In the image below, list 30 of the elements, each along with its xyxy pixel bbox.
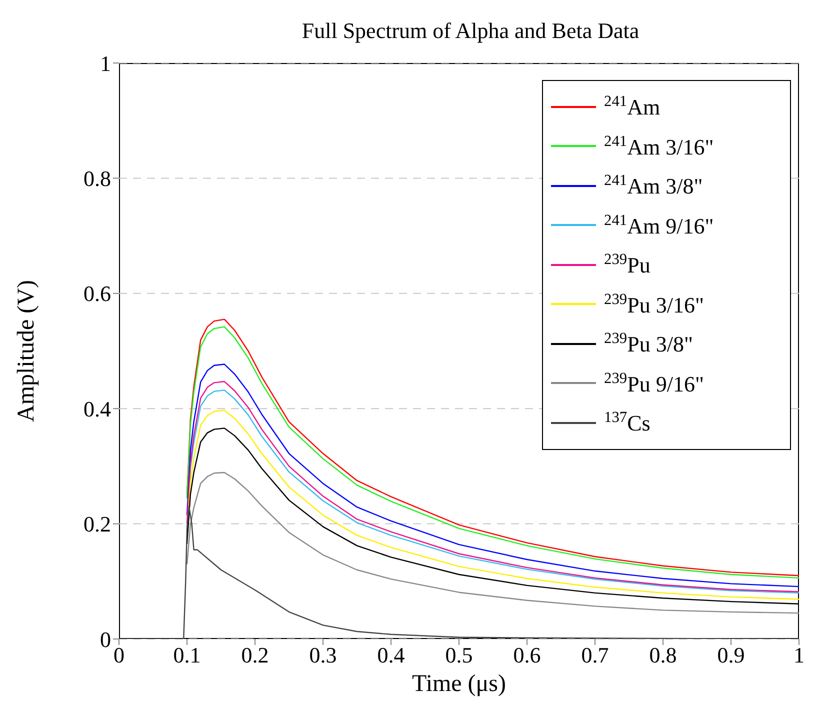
legend-label: $^{241}$Am: [604, 93, 660, 120]
legend-label: $^{239}$Pu 3/16": [604, 290, 704, 317]
x-tick-label: 0.9: [717, 642, 745, 668]
x-axis-title: Time (μs): [412, 671, 506, 697]
legend-label: $^{241}$Am 3/8": [604, 172, 703, 198]
x-tick-label: 0.5: [445, 642, 473, 668]
legend-label: $^{241}$Am 3/16": [604, 132, 714, 159]
y-tick-label: 1: [100, 50, 111, 76]
y-tick-label: 0.4: [84, 396, 111, 422]
y-tick-label: 0.2: [84, 512, 111, 537]
x-tick-label: 1: [794, 642, 804, 668]
legend-label: $^{239}$Pu 3/8": [604, 330, 693, 356]
legend-label: $^{137}$Cs: [604, 409, 650, 436]
y-tick-label: 0.8: [84, 166, 111, 192]
x-tick-label: 0.1: [173, 642, 201, 668]
x-tick-label: 0.8: [649, 642, 677, 668]
y-axis-title: Amplitude (V): [14, 280, 40, 422]
chart-title: Full Spectrum of Alpha and Beta Data: [302, 18, 640, 43]
x-tick-label: 0.2: [241, 642, 269, 668]
line-series: [119, 506, 799, 639]
x-tick-label: 0.7: [581, 642, 609, 668]
legend-label: $^{241}$Am 9/16": [604, 212, 714, 238]
line-series: [186, 472, 799, 614]
legend-label: $^{239}$Pu 9/16": [604, 370, 704, 396]
y-tick-label: 0.6: [84, 281, 111, 306]
x-tick-label: 0.3: [309, 642, 337, 668]
x-tick-label: 0.4: [377, 642, 405, 668]
x-tick-label: 0.6: [513, 642, 541, 668]
y-tick-label: 0: [100, 626, 111, 652]
legend-label: $^{239}$Pu: [604, 251, 650, 278]
